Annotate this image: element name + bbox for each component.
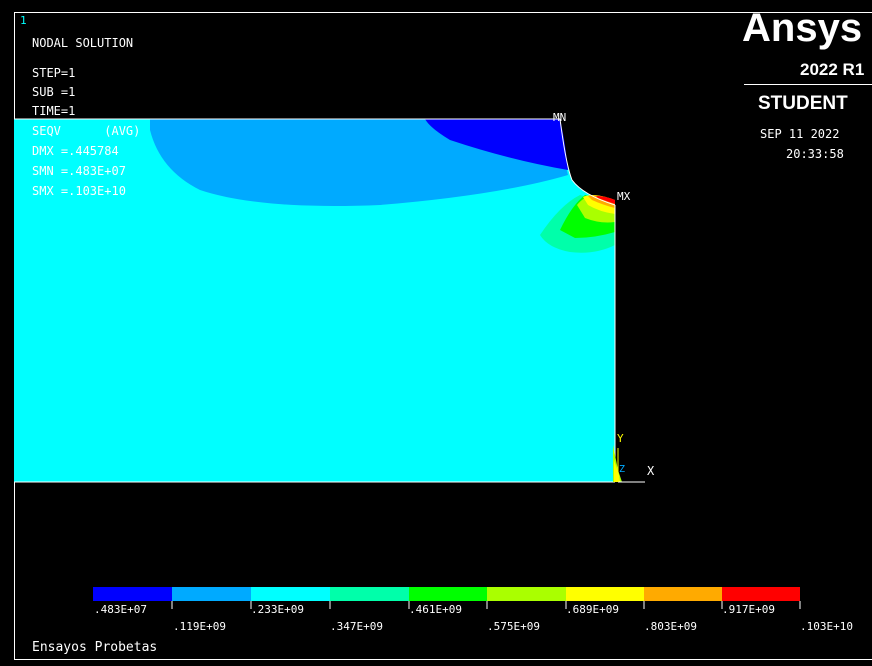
plot-title: NODAL SOLUTION bbox=[32, 36, 134, 50]
legend-swatch-2 bbox=[172, 587, 251, 601]
triad-x-label: X bbox=[647, 464, 655, 478]
release-label: 2022 R1 bbox=[800, 60, 865, 79]
legend-tick-top-5: .917E+09 bbox=[722, 603, 775, 616]
legend-colorbar bbox=[93, 587, 801, 609]
legend-swatch-7 bbox=[566, 587, 644, 601]
triad-z-label: Z bbox=[619, 464, 626, 475]
time-label: TIME=1 bbox=[32, 104, 76, 118]
max-marker: MX bbox=[617, 190, 631, 203]
min-marker: MN bbox=[553, 111, 567, 124]
legend-tick-top-1: .483E+07 bbox=[94, 603, 147, 616]
window-number: 1 bbox=[20, 14, 27, 27]
triad-y-label: Y bbox=[617, 432, 624, 445]
legend-tick-bottom-1: .119E+09 bbox=[173, 620, 226, 633]
legend-swatch-9 bbox=[722, 587, 800, 601]
brand-divider bbox=[744, 84, 872, 85]
legend-tick-bottom-2: .347E+09 bbox=[330, 620, 383, 633]
footer-title: Ensayos Probetas bbox=[32, 640, 158, 655]
legend-tick-top-2: .233E+09 bbox=[251, 603, 304, 616]
legend-tick-bottom-4: .803E+09 bbox=[644, 620, 697, 633]
result-label: SEQV (AVG) bbox=[32, 124, 141, 138]
contour-region-min bbox=[425, 119, 568, 170]
legend-swatch-1 bbox=[93, 587, 172, 601]
smn-label: SMN =.483E+07 bbox=[32, 164, 126, 178]
legend-swatch-3 bbox=[251, 587, 330, 601]
legend-swatch-6 bbox=[487, 587, 566, 601]
fillet-edge bbox=[559, 118, 616, 206]
legend-tick-top-4: .689E+09 bbox=[566, 603, 619, 616]
time-stamp: 20:33:58 bbox=[786, 147, 844, 161]
legend-swatch-8 bbox=[644, 587, 722, 601]
contour-region-max bbox=[596, 196, 615, 204]
step-label: STEP=1 bbox=[32, 66, 76, 80]
legend-tick-bottom-3: .575E+09 bbox=[487, 620, 540, 633]
sub-label: SUB =1 bbox=[32, 85, 76, 99]
ansys-logo: Ansys bbox=[742, 6, 863, 50]
smx-label: SMX =.103E+10 bbox=[32, 184, 126, 198]
date-label: SEP 11 2022 bbox=[760, 127, 840, 141]
contour-region-base bbox=[14, 119, 615, 482]
legend-tick-top-3: .461E+09 bbox=[409, 603, 462, 616]
legend-swatch-5 bbox=[409, 587, 487, 601]
dmx-label: DMX =.445784 bbox=[32, 144, 119, 158]
legend-tick-bottom-5: .103E+10 bbox=[800, 620, 853, 633]
legend-swatch-4 bbox=[330, 587, 409, 601]
student-label: STUDENT bbox=[758, 93, 848, 114]
